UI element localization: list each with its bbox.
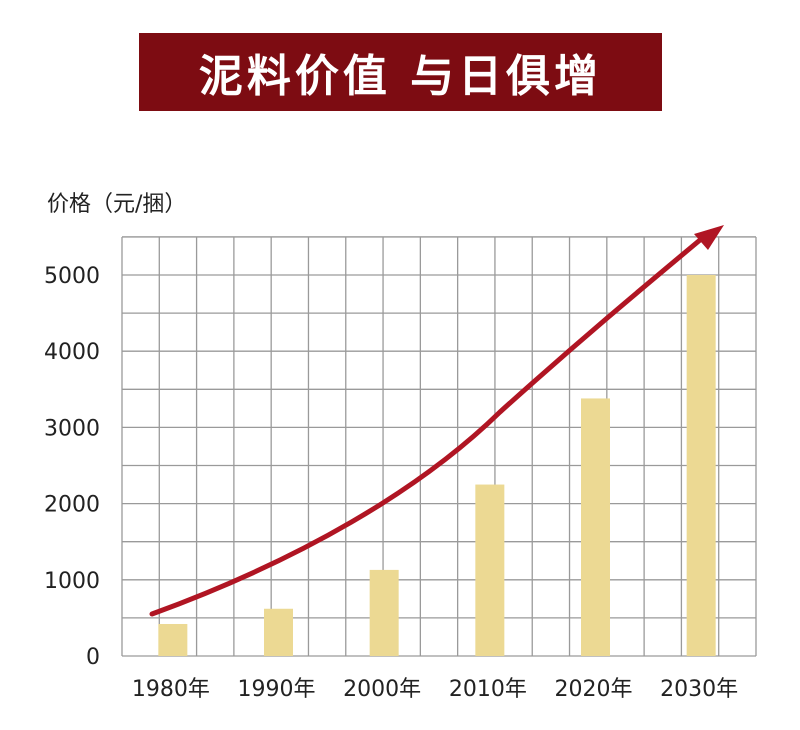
bar <box>475 484 505 656</box>
title-banner: 泥料价值 与日俱增 <box>139 33 662 111</box>
bar <box>581 398 610 656</box>
bar <box>369 569 399 656</box>
trend-arrow <box>149 225 724 617</box>
grid <box>121 236 757 657</box>
bar <box>158 623 188 656</box>
bars <box>158 275 716 656</box>
x-tick-label: 2020年 <box>555 677 633 702</box>
x-tick-label: 1990年 <box>238 677 316 702</box>
x-tick-label: 2030年 <box>660 677 738 702</box>
trend-arrow-line <box>149 237 703 617</box>
x-tick-label: 2010年 <box>449 677 527 702</box>
x-axis-ticks: 1980年 1990年 2000年 2010年 2020年 2030年 <box>132 677 738 702</box>
bar <box>686 275 716 656</box>
y-axis-ticks: 0 1000 2000 3000 4000 5000 <box>44 264 100 670</box>
y-tick-label: 5000 <box>44 264 100 289</box>
bar <box>264 608 293 656</box>
x-tick-label: 1980年 <box>132 677 210 702</box>
y-tick-label: 0 <box>86 645 100 670</box>
y-tick-label: 4000 <box>44 340 100 365</box>
y-tick-label: 3000 <box>44 416 100 441</box>
y-axis-title: 价格（元/捆） <box>47 192 187 217</box>
trend-arrow-head <box>694 225 724 250</box>
chart-title: 泥料价值 与日俱增 <box>198 51 603 102</box>
y-tick-label: 1000 <box>44 569 100 594</box>
x-tick-label: 2000年 <box>343 677 421 702</box>
y-tick-label: 2000 <box>44 493 100 518</box>
